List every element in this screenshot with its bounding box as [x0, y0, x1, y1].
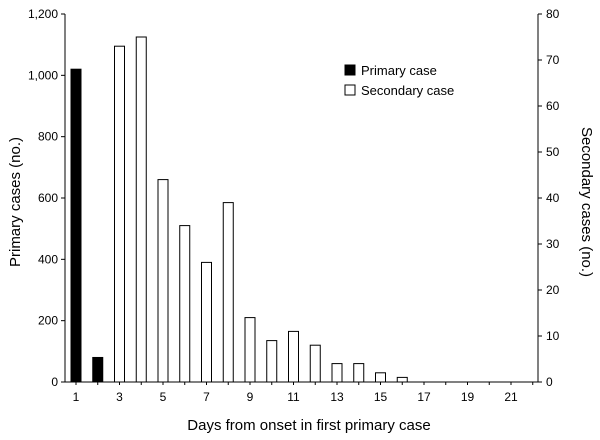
x-tick-label: 13 — [330, 390, 344, 404]
x-tick-label: 19 — [461, 390, 475, 404]
x-tick-label: 21 — [504, 390, 518, 404]
left-y-tick-label: 400 — [38, 252, 58, 266]
right-y-tick-label: 20 — [546, 283, 560, 297]
right-y-tick-label: 0 — [546, 375, 553, 389]
right-y-tick-label: 40 — [546, 191, 560, 205]
secondary-case-bar — [375, 372, 386, 383]
x-tick-label: 7 — [203, 390, 210, 404]
right-y-tick-label: 80 — [546, 7, 560, 21]
x-tick-label: 11 — [287, 390, 300, 404]
secondary-case-bar — [331, 363, 343, 383]
primary-case-bar — [70, 68, 82, 383]
secondary-case-bar — [157, 179, 169, 383]
right-y-tick-label: 70 — [546, 53, 560, 67]
x-axis-title: Days from onset in first primary case — [187, 417, 430, 434]
left-y-tick-label: 800 — [38, 130, 58, 144]
x-tick-label: 3 — [116, 390, 123, 404]
left-y-tick-label: 200 — [38, 314, 58, 328]
x-tick-label: 15 — [374, 390, 388, 404]
secondary-case-bar — [288, 330, 299, 383]
right-y-tick-label: 60 — [546, 99, 560, 113]
right-y-tick-label: 50 — [546, 145, 560, 159]
secondary-case-bar — [135, 36, 147, 383]
left-y-tick-label: 1,000 — [28, 68, 58, 82]
left-y-tick-label: 600 — [38, 191, 58, 205]
legend: Primary case Secondary case — [344, 63, 454, 98]
right-y-tick-label: 10 — [546, 329, 560, 343]
right-y-axis-title: Secondary cases (no.) — [578, 127, 595, 277]
left-y-axis-title: Primary cases (no.) — [7, 137, 24, 267]
secondary-case-bar — [396, 376, 408, 383]
secondary-case-bar — [266, 340, 278, 383]
x-tick-label: 5 — [160, 390, 167, 404]
left-y-tick-label: 1,200 — [28, 7, 58, 21]
legend-label: Secondary case — [361, 83, 454, 98]
right-y-tick-label: 30 — [546, 237, 560, 251]
primary-case-bar — [92, 356, 104, 383]
x-tick-label: 1 — [73, 390, 80, 404]
secondary-case-bar — [114, 45, 125, 383]
x-tick-label: 9 — [247, 390, 254, 404]
secondary-case-bar — [179, 225, 191, 383]
secondary-case-bar — [201, 261, 212, 383]
x-tick-label: 17 — [417, 390, 431, 404]
left-y-tick-label: 0 — [51, 375, 58, 389]
secondary-case-bar — [353, 363, 365, 383]
axes-group: 0 200 400 600 800 1,000 1,200 0 10 20 30 40 50 60 70 80… — [28, 7, 560, 404]
bars-group — [70, 36, 408, 383]
legend-swatch — [344, 84, 356, 96]
secondary-case-bar — [222, 202, 234, 383]
secondary-case-bar — [309, 344, 321, 383]
legend-label: Primary case — [361, 63, 437, 78]
legend-swatch — [344, 64, 356, 76]
secondary-case-bar — [244, 317, 256, 383]
